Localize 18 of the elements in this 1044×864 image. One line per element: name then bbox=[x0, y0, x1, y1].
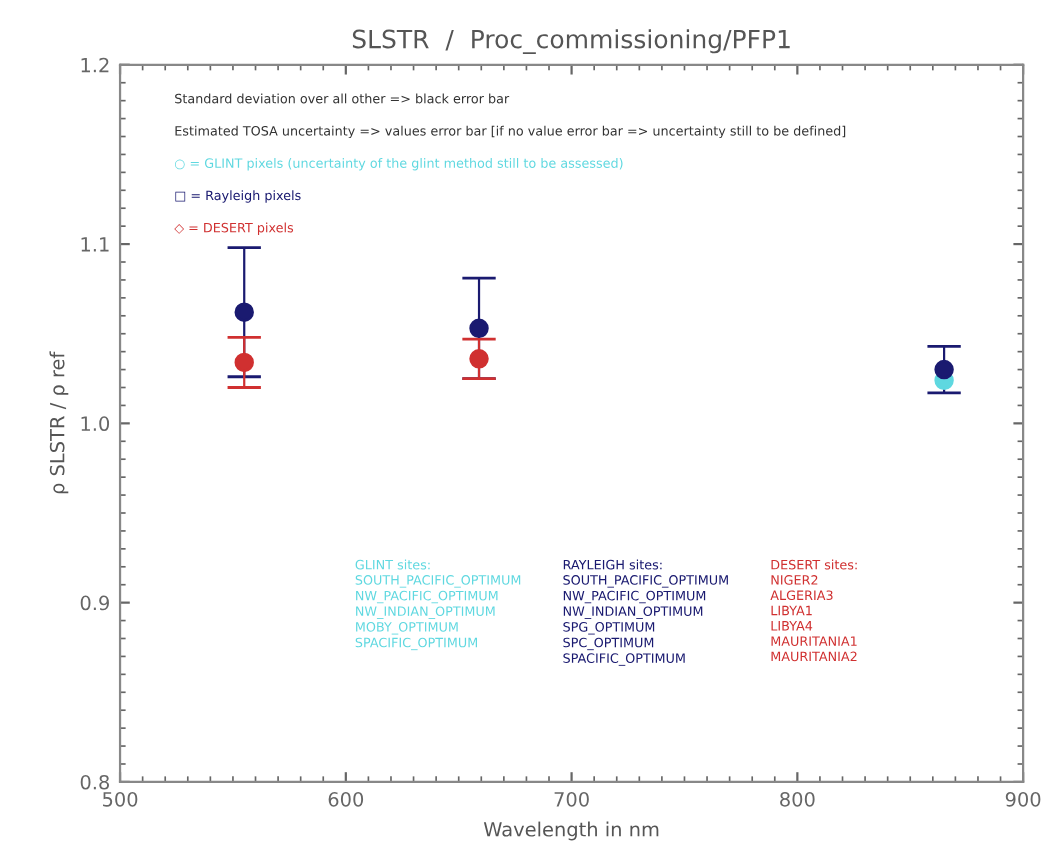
y-tick-label: 1.1 bbox=[81, 237, 109, 252]
x-axis-title: Wavelength in nm bbox=[483, 821, 659, 841]
chart-title: SLSTR / Proc_commissioning/PFP1 bbox=[352, 29, 790, 55]
y-axis-title: ρ SLSTR / ρ ref bbox=[49, 351, 69, 494]
x-tick-label: 500 bbox=[103, 791, 138, 807]
x-tick-label: 800 bbox=[780, 791, 815, 807]
point bbox=[234, 302, 254, 322]
point bbox=[469, 318, 489, 339]
point bbox=[469, 349, 489, 369]
x-tick-label: 900 bbox=[1005, 791, 1041, 807]
point bbox=[934, 359, 954, 380]
y-tick-label: 1.2 bbox=[81, 57, 109, 73]
y-tick-label: 0.9 bbox=[80, 595, 109, 611]
x-tick-label: 600 bbox=[328, 791, 364, 807]
x-tick-label: 700 bbox=[554, 791, 589, 807]
y-tick-label: 0.8 bbox=[80, 774, 110, 790]
y-tick-label: 1.0 bbox=[81, 416, 110, 432]
point bbox=[234, 352, 254, 373]
